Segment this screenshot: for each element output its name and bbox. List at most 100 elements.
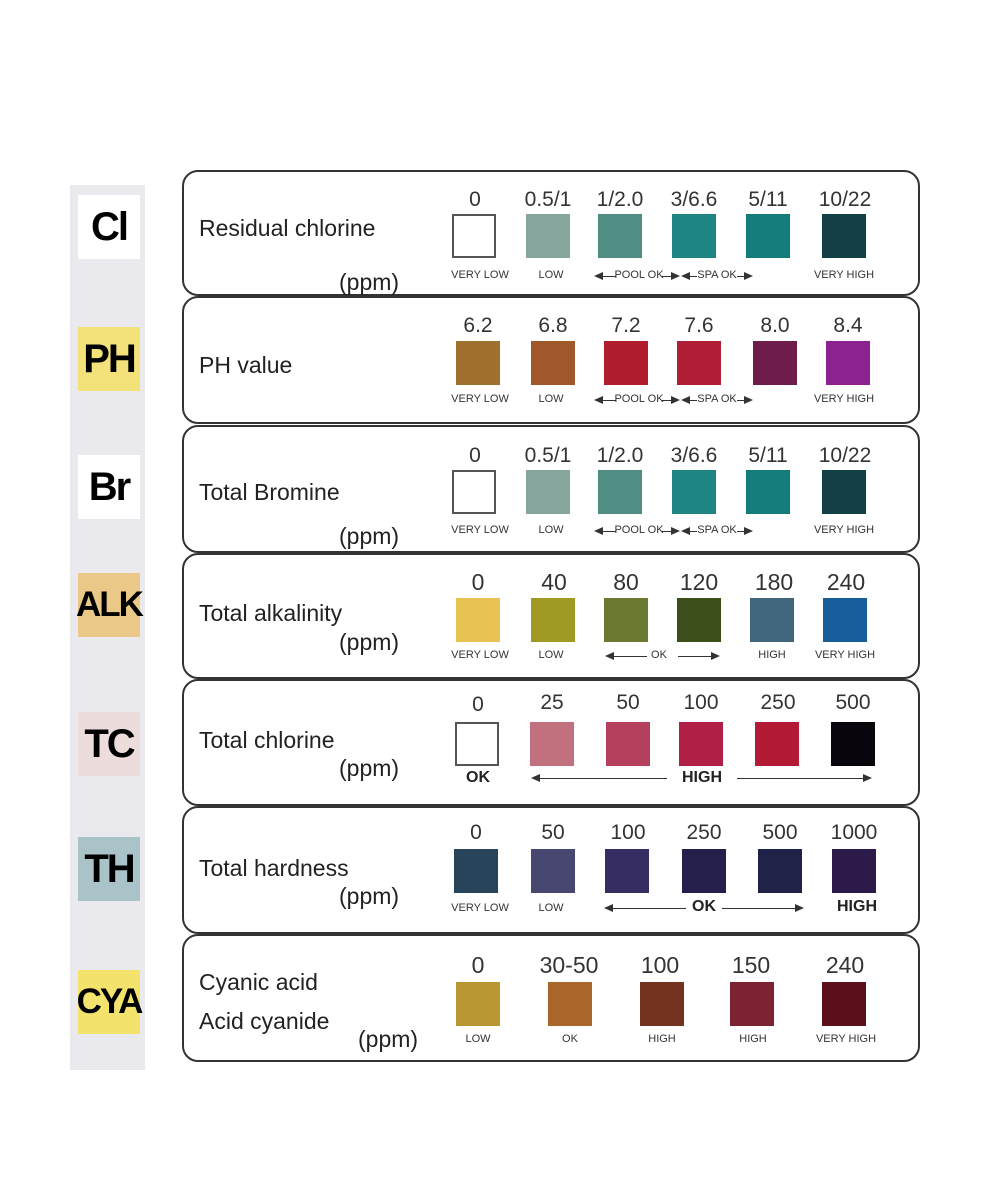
caption-very-low: VERY LOW	[451, 902, 509, 914]
arrow-line	[737, 400, 745, 401]
arrow-line	[737, 276, 745, 277]
row-ph-value: PH value 6.2 6.8 7.2 7.6 8.0 8.4 VERY LO…	[182, 296, 920, 424]
color-swatch	[454, 849, 498, 893]
color-swatch	[548, 982, 592, 1026]
strip-pad-alk: ALK	[76, 573, 144, 637]
arrow-left-icon	[531, 774, 540, 782]
row-total-alkalinity: Total alkalinity (ppm) 0 40 80 120 180 2…	[182, 553, 920, 679]
arrow-left-icon	[594, 272, 603, 280]
value-label: 25	[540, 691, 564, 714]
arrow-line	[602, 276, 616, 277]
arrow-right-icon	[744, 272, 753, 280]
caption-high: HIGH	[648, 1033, 676, 1045]
color-swatch	[755, 722, 799, 766]
row-label: Total hardness	[199, 855, 349, 881]
arrow-left-icon	[605, 652, 614, 660]
color-swatch	[526, 470, 570, 514]
value-label: 3/6.6	[670, 444, 718, 467]
color-swatch	[672, 214, 716, 258]
color-swatch	[604, 341, 648, 385]
arrow-right-icon	[671, 272, 680, 280]
color-swatch	[605, 849, 649, 893]
row-total-hardness: Total hardness (ppm) 0 50 100 250 500 10…	[182, 806, 920, 934]
color-swatch	[452, 214, 496, 258]
caption-very-high: VERY HIGH	[813, 269, 875, 281]
value-label: 8.4	[833, 314, 863, 337]
caption-spa-ok: SPA OK	[697, 269, 737, 281]
caption-ok: OK	[562, 1033, 578, 1045]
caption-low: LOW	[465, 1033, 491, 1045]
caption-very-high: VERY HIGH	[814, 649, 876, 661]
value-label: 6.2	[463, 314, 493, 337]
color-swatch	[682, 849, 726, 893]
color-swatch	[452, 470, 496, 514]
color-swatch	[822, 470, 866, 514]
arrow-left-icon	[594, 527, 603, 535]
row-label: Residual chlorine	[199, 215, 376, 241]
arrow-line	[612, 908, 686, 909]
arrow-right-icon	[671, 527, 680, 535]
arrow-line	[722, 908, 796, 909]
arrow-right-icon	[863, 774, 872, 782]
caption-very-low: VERY LOW	[451, 649, 509, 661]
arrow-left-icon	[594, 396, 603, 404]
value-label: 120	[679, 569, 719, 595]
arrow-left-icon	[681, 527, 690, 535]
row-unit: (ppm)	[339, 523, 400, 549]
arrow-left-icon	[604, 904, 613, 912]
row-label: Total chlorine	[199, 727, 335, 753]
value-label: 5/11	[748, 444, 788, 467]
color-swatch	[456, 341, 500, 385]
arrow-line	[602, 531, 616, 532]
value-label: 240	[826, 569, 866, 595]
value-label: 0	[469, 188, 481, 211]
strip-pad-cya: CYA	[77, 970, 143, 1034]
caption-high: HIGH	[837, 898, 877, 915]
arrow-line	[737, 778, 864, 779]
color-swatch	[822, 982, 866, 1026]
row-unit: (ppm)	[339, 629, 400, 655]
color-swatch	[679, 722, 723, 766]
color-swatch	[604, 598, 648, 642]
value-label: 0	[472, 693, 484, 716]
caption-ok: OK	[651, 649, 667, 661]
value-label: 3/6.6	[670, 188, 718, 211]
color-swatch	[456, 598, 500, 642]
value-label: 0.5/1	[524, 444, 572, 467]
arrow-left-icon	[681, 396, 690, 404]
value-label: 5/11	[748, 188, 788, 211]
arrow-left-icon	[681, 272, 690, 280]
arrow-line	[689, 400, 697, 401]
arrow-right-icon	[744, 396, 753, 404]
caption-ok: OK	[466, 769, 490, 786]
color-swatch	[531, 341, 575, 385]
caption-ok: OK	[692, 898, 716, 915]
value-label: 240	[825, 952, 865, 978]
strip-pad-tc: TC	[78, 712, 140, 776]
caption-pool-ok: POOL OK	[614, 393, 664, 405]
arrow-line	[689, 276, 697, 277]
color-swatch	[531, 598, 575, 642]
color-swatch	[730, 982, 774, 1026]
arrow-line	[662, 531, 672, 532]
row-total-bromine: Total Bromine (ppm) 0 0.5/1 1/2.0 3/6.6 …	[182, 425, 920, 553]
row-unit: (ppm)	[339, 883, 400, 909]
row-unit: (ppm)	[339, 269, 400, 295]
row-label: Cyanic acid	[199, 969, 318, 995]
value-label: 150	[731, 952, 771, 978]
caption-very-low: VERY LOW	[451, 269, 509, 281]
color-swatch	[822, 214, 866, 258]
caption-low: LOW	[538, 269, 564, 281]
value-label: 250	[686, 821, 722, 844]
arrow-line	[689, 531, 697, 532]
arrow-line	[613, 656, 647, 657]
value-label: 6.8	[538, 314, 568, 337]
value-label: 50	[541, 821, 565, 844]
caption-low: LOW	[538, 902, 564, 914]
value-label: 100	[683, 691, 719, 714]
row-label-secondary: Acid cyanide	[199, 1008, 330, 1034]
caption-low: LOW	[538, 393, 564, 405]
value-label: 30-50	[539, 952, 599, 978]
value-label: 180	[754, 569, 794, 595]
value-label: 8.0	[760, 314, 790, 337]
